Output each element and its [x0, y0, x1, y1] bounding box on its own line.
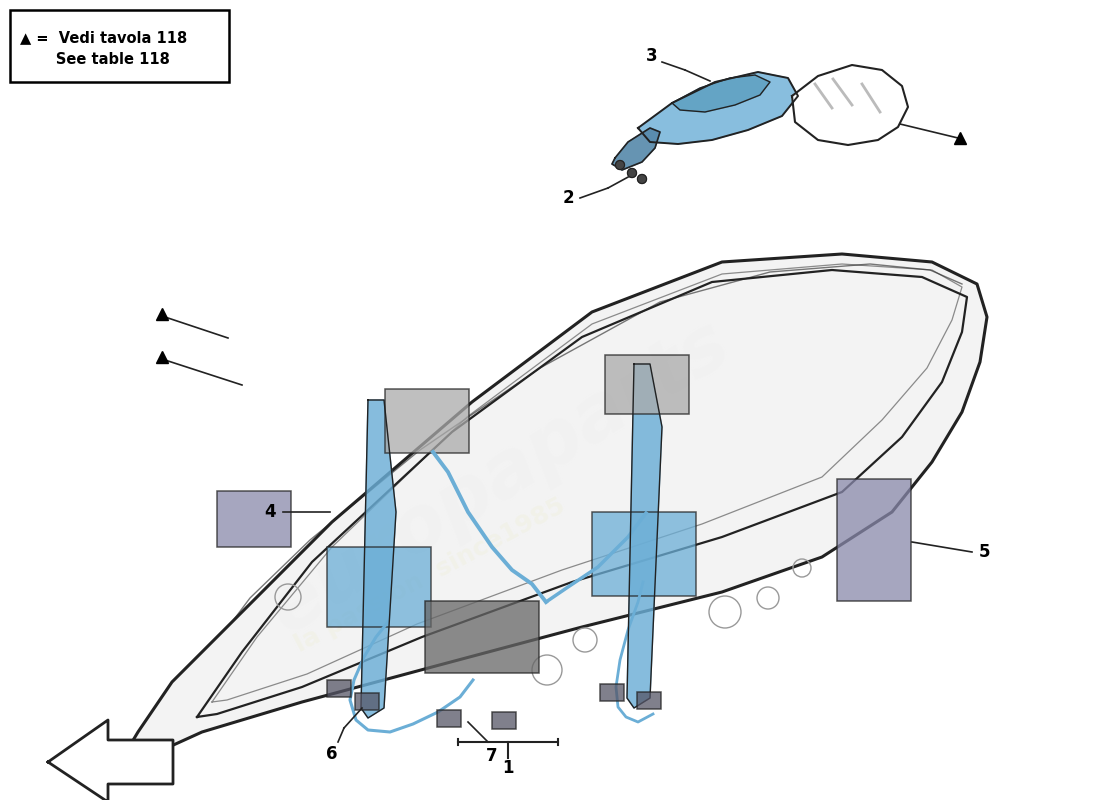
FancyBboxPatch shape	[605, 355, 689, 414]
Text: See table 118: See table 118	[20, 52, 169, 67]
FancyBboxPatch shape	[327, 680, 351, 697]
FancyBboxPatch shape	[327, 547, 431, 627]
Text: 6: 6	[327, 745, 338, 763]
FancyBboxPatch shape	[492, 712, 516, 729]
FancyBboxPatch shape	[217, 491, 292, 547]
FancyBboxPatch shape	[385, 389, 469, 453]
Circle shape	[638, 174, 647, 183]
Circle shape	[627, 169, 637, 178]
FancyBboxPatch shape	[425, 601, 539, 673]
Text: 7: 7	[486, 747, 498, 765]
Polygon shape	[792, 65, 908, 145]
Polygon shape	[48, 720, 173, 800]
Polygon shape	[627, 364, 662, 708]
FancyBboxPatch shape	[600, 684, 624, 701]
Text: 1: 1	[503, 759, 514, 777]
FancyBboxPatch shape	[355, 693, 380, 710]
Text: la passion  since1985: la passion since1985	[290, 494, 570, 657]
Text: ▲ =  Vedi tavola 118: ▲ = Vedi tavola 118	[20, 30, 187, 45]
FancyBboxPatch shape	[437, 710, 461, 727]
Text: 4: 4	[264, 503, 276, 521]
FancyBboxPatch shape	[837, 479, 911, 601]
Polygon shape	[361, 400, 396, 718]
FancyBboxPatch shape	[592, 512, 696, 596]
Text: 5: 5	[978, 543, 990, 561]
FancyBboxPatch shape	[10, 10, 229, 82]
Text: 2: 2	[562, 189, 574, 207]
Text: 3: 3	[646, 47, 658, 65]
Text: europaparts: europaparts	[256, 306, 744, 650]
Polygon shape	[108, 254, 987, 782]
Polygon shape	[638, 72, 798, 144]
FancyBboxPatch shape	[637, 692, 661, 709]
Circle shape	[616, 161, 625, 170]
Polygon shape	[612, 128, 660, 170]
Polygon shape	[672, 75, 770, 112]
